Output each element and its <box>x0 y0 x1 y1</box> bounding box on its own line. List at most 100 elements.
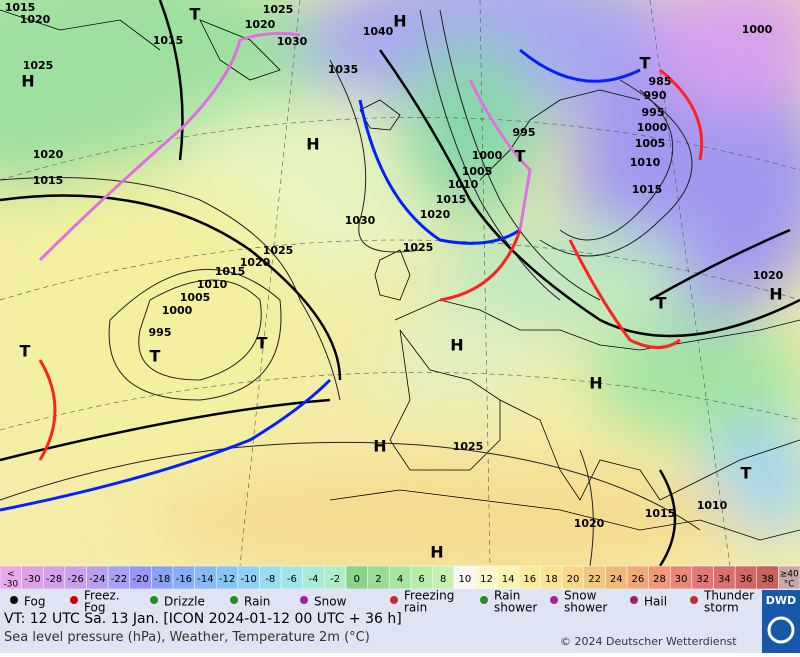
scale-label: -20 <box>132 574 148 585</box>
isobar-label: 1010 <box>197 278 228 291</box>
scale-label: -18 <box>154 574 170 585</box>
scale-label: 36 <box>740 574 753 585</box>
scale-label: 4 <box>397 574 403 585</box>
scale-label: -10 <box>240 574 256 585</box>
legend-panel: Fog Freez.Fog Drizzle Rain Snow FreezingrainR… <box>0 589 800 653</box>
isobar-label: 1015 <box>153 34 184 47</box>
scale-label: 26 <box>631 574 644 585</box>
legend-icon <box>390 596 398 604</box>
legend-icon <box>690 596 698 604</box>
isobar-label: 1005 <box>462 165 493 178</box>
legend-label: shower <box>564 601 607 615</box>
pressure-center: H <box>393 12 406 31</box>
legend-label: rain <box>404 601 427 615</box>
isobar-label: 1015 <box>5 1 36 14</box>
isobar-label: 1025 <box>453 440 484 453</box>
isobar-label: 1010 <box>697 499 728 512</box>
legend-label: Fog <box>84 601 105 615</box>
pressure-center: T <box>741 464 752 483</box>
isobar-label: 1030 <box>345 214 376 227</box>
dwd-logo-icon <box>767 616 795 644</box>
pressure-center: H <box>450 336 463 355</box>
pressure-center: H <box>769 285 782 304</box>
temperature-field <box>0 0 800 580</box>
isobar-label: 995 <box>149 326 172 339</box>
temperature-scale: <-30 -30 -28 -26 -24 -22 -20 -18 -16 -14 -12 -10 -8-… <box>0 565 800 590</box>
pressure-center: T <box>257 334 268 353</box>
scale-label: °C <box>784 580 795 590</box>
legend-label: Rain <box>244 595 270 609</box>
scale-label: 34 <box>718 574 731 585</box>
map: 101510201025HT10151020102510301040H10351… <box>0 0 800 580</box>
isobar-label: 985 <box>649 75 672 88</box>
isobar-label: 1010 <box>630 156 661 169</box>
map-labels: 101510201025HT10151020102510301040H10351… <box>5 1 784 562</box>
isobar-label: 1010 <box>448 178 479 191</box>
graticule <box>0 0 800 567</box>
isobar-label: 1020 <box>245 18 276 31</box>
scale-label: -16 <box>176 574 192 585</box>
legend-label: Thunder <box>703 589 754 603</box>
legend-background <box>0 589 800 653</box>
isobar-label: 1000 <box>472 149 503 162</box>
scale-label: 28 <box>653 574 666 585</box>
scale-label: 20 <box>567 574 580 585</box>
isobar-label: 1020 <box>420 208 451 221</box>
scale-label: 2 <box>375 574 381 585</box>
legend-icon <box>10 596 18 604</box>
scale-label: 18 <box>545 574 558 585</box>
isobar-label: 1020 <box>240 256 271 269</box>
isobar-label: 1020 <box>20 13 51 26</box>
legend-label: Freezing <box>404 589 454 603</box>
scale-label: ≥40 <box>780 570 799 580</box>
pressure-center: T <box>20 342 31 361</box>
legend-icon <box>480 596 488 604</box>
legend-label: Rain <box>494 589 520 603</box>
legend-icon <box>70 596 78 604</box>
isobar-label: 1025 <box>23 59 54 72</box>
isobar-label: 1015 <box>632 183 663 196</box>
fronts <box>0 31 704 512</box>
legend-icon <box>300 596 308 604</box>
pressure-center: H <box>306 135 319 154</box>
product-description: Sea level pressure (hPa), Weather, Tempe… <box>4 630 370 645</box>
pressure-center: T <box>656 294 667 313</box>
legend-icon <box>230 596 238 604</box>
legend-label: shower <box>494 601 537 615</box>
legend-icon <box>150 596 158 604</box>
isobar-label: 990 <box>644 89 667 102</box>
isobar-label: 1015 <box>436 193 467 206</box>
scale-label: -8 <box>265 574 275 585</box>
isobar-label: 1040 <box>363 25 394 38</box>
pressure-center: H <box>373 437 386 456</box>
legend-icon <box>630 596 638 604</box>
legend-label: Hail <box>644 595 667 609</box>
scale-label: 10 <box>458 574 471 585</box>
copyright: © 2024 Deutscher Wetterdienst <box>560 635 737 648</box>
pressure-center: T <box>190 5 201 24</box>
isobar-label: 1000 <box>162 304 193 317</box>
isobar-label: 1035 <box>328 63 359 76</box>
legend-label: Freez. <box>84 589 120 603</box>
scale-label: -30 <box>24 574 40 585</box>
isobar-label: 1015 <box>645 507 676 520</box>
pressure-center: T <box>150 347 161 366</box>
scale-label: -24 <box>89 574 105 585</box>
scale-label: -26 <box>68 574 84 585</box>
pressure-center: T <box>515 147 526 166</box>
isobar-label: 1020 <box>753 269 784 282</box>
legend-label: storm <box>704 601 739 615</box>
pressure-center: H <box>430 543 443 562</box>
scale-label: 30 <box>675 574 688 585</box>
dwd-logo-text: DWD <box>766 594 796 607</box>
legend-label: Drizzle <box>164 595 205 609</box>
scale-label: 24 <box>610 574 623 585</box>
scale-label: 16 <box>523 574 536 585</box>
isobar-label: 1000 <box>742 23 773 36</box>
scale-label: -12 <box>219 574 235 585</box>
main-isobars <box>0 0 800 567</box>
isobar-label: 1015 <box>215 265 246 278</box>
scale-label: 14 <box>502 574 515 585</box>
scale-label: < <box>7 570 15 580</box>
